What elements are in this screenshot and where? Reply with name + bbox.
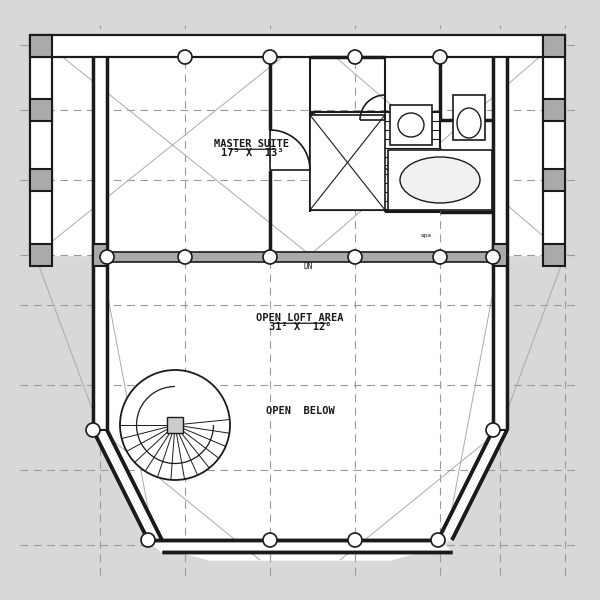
Circle shape [348,250,362,264]
Bar [93,57,107,255]
Bar [543,35,565,255]
Circle shape [120,370,230,480]
Bar [30,99,52,121]
Bar [453,95,485,140]
Circle shape [348,50,362,64]
Bar [493,255,507,430]
Polygon shape [100,255,500,560]
Polygon shape [35,35,565,255]
Text: OPEN  BELOW: OPEN BELOW [266,406,334,416]
Bar [543,35,565,57]
Bar [493,57,507,255]
Bar [30,35,565,57]
Circle shape [433,250,447,264]
Bar [493,244,507,266]
Bar [543,99,565,121]
Bar [30,35,52,57]
Text: OPEN LOFT AREA: OPEN LOFT AREA [256,313,344,323]
Bar [388,150,492,210]
Circle shape [486,250,500,264]
Circle shape [263,533,277,547]
Bar [310,115,385,210]
Circle shape [263,50,277,64]
Bar [30,169,52,191]
Text: MASTER SUITE: MASTER SUITE [215,139,290,149]
Circle shape [486,423,500,437]
Bar [107,252,493,262]
Text: 31² X  12⁸: 31² X 12⁸ [269,322,331,332]
Bar [93,255,107,430]
Circle shape [86,423,100,437]
Circle shape [348,533,362,547]
Circle shape [100,250,114,264]
Circle shape [141,533,155,547]
Ellipse shape [398,113,424,137]
Ellipse shape [400,157,480,203]
Text: spa: spa [421,233,431,238]
Bar [30,35,52,255]
Bar [543,244,565,266]
Circle shape [178,250,192,264]
Bar [93,244,107,266]
Polygon shape [93,430,162,540]
Bar [312,112,440,210]
Bar [167,417,183,433]
Circle shape [178,50,192,64]
Circle shape [433,50,447,64]
Circle shape [431,533,445,547]
Circle shape [263,250,277,264]
Bar [543,169,565,191]
Polygon shape [148,540,452,552]
Text: DN: DN [303,262,312,271]
Bar [30,244,52,266]
Text: 17⁵ X  13³: 17⁵ X 13³ [221,148,283,158]
Polygon shape [438,430,507,540]
Ellipse shape [457,108,481,138]
Bar [390,105,432,145]
